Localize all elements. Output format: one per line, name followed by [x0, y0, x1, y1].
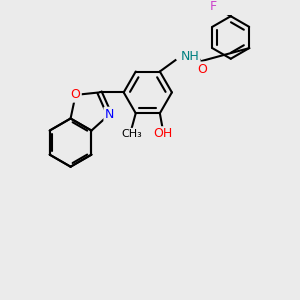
Text: O: O [71, 88, 80, 101]
Text: O: O [197, 63, 207, 76]
Text: CH₃: CH₃ [121, 129, 142, 139]
Text: OH: OH [153, 128, 172, 140]
Text: N: N [105, 108, 114, 121]
Text: F: F [210, 0, 217, 13]
Text: NH: NH [181, 50, 199, 63]
